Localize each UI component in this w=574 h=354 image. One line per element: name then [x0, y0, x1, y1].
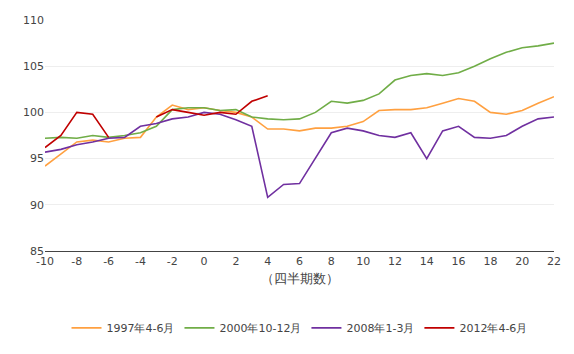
svg-text:-8: -8: [71, 255, 82, 268]
svg-text:6: 6: [296, 255, 303, 268]
svg-text:22: 22: [547, 255, 561, 268]
svg-text:16: 16: [452, 255, 466, 268]
svg-text:-10: -10: [36, 255, 54, 268]
svg-text:105: 105: [23, 60, 44, 73]
svg-text:10: 10: [356, 255, 370, 268]
svg-text:（四半期数）: （四半期数）: [261, 271, 339, 286]
svg-text:8: 8: [328, 255, 335, 268]
svg-text:12: 12: [388, 255, 402, 268]
svg-text:4: 4: [264, 255, 271, 268]
svg-text:2: 2: [232, 255, 239, 268]
svg-text:90: 90: [30, 199, 44, 212]
svg-text:2008年1-3月: 2008年1-3月: [346, 322, 414, 335]
svg-text:2012年4-6月: 2012年4-6月: [459, 322, 527, 335]
svg-text:2000年10-12月: 2000年10-12月: [219, 322, 301, 335]
svg-text:-6: -6: [103, 255, 114, 268]
svg-text:110: 110: [23, 14, 44, 27]
svg-text:14: 14: [420, 255, 434, 268]
svg-text:85: 85: [30, 245, 44, 258]
svg-text:100: 100: [23, 106, 44, 119]
svg-text:20: 20: [515, 255, 529, 268]
svg-text:95: 95: [30, 152, 44, 165]
svg-text:0: 0: [201, 255, 208, 268]
svg-text:18: 18: [483, 255, 497, 268]
svg-text:1997年4-6月: 1997年4-6月: [107, 322, 175, 335]
svg-text:-4: -4: [135, 255, 146, 268]
svg-text:-2: -2: [167, 255, 178, 268]
